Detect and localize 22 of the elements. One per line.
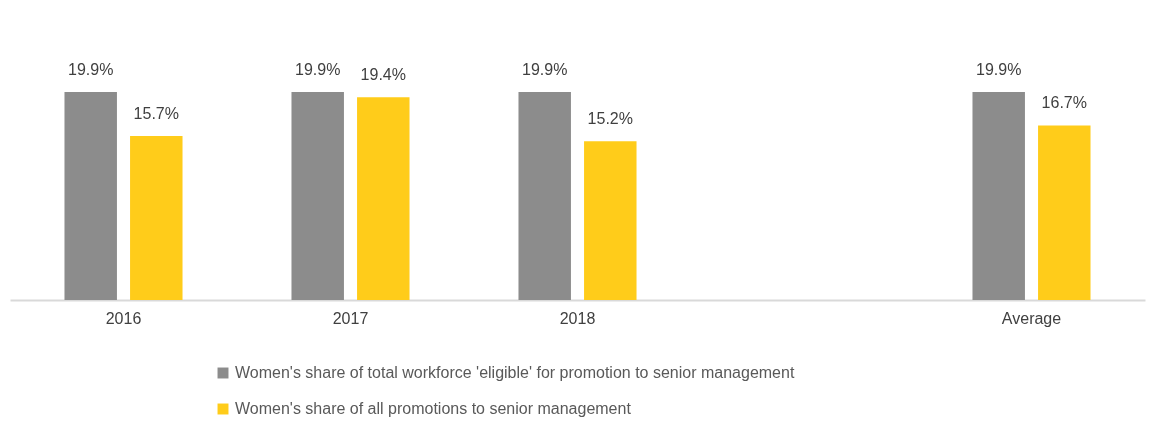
bar [291,92,344,300]
data-label: 19.9% [68,61,114,78]
data-label: 15.7% [133,104,179,122]
bar [518,92,571,300]
bar [1038,125,1091,300]
legend-label: Women's share of total workforce 'eligible' for promotion to senior management [235,364,795,381]
x-tick-label: 2017 [332,309,369,327]
data-label: 19.9% [522,61,568,78]
bar [357,97,410,300]
bar [584,141,637,300]
data-label: 15.2% [587,110,633,128]
bar [972,92,1025,300]
data-label: 16.7% [1041,94,1087,112]
x-tick-label: Average [1001,309,1062,327]
bar [64,92,117,300]
x-tick-label: 2016 [105,309,142,327]
data-label: 19.9% [295,61,341,78]
x-tick-label: 2018 [559,309,596,327]
data-label: 19.4% [360,66,406,84]
data-label: 19.9% [976,61,1022,78]
legend-label: Women's share of all promotions to senior management [235,400,632,417]
bar [130,135,183,300]
